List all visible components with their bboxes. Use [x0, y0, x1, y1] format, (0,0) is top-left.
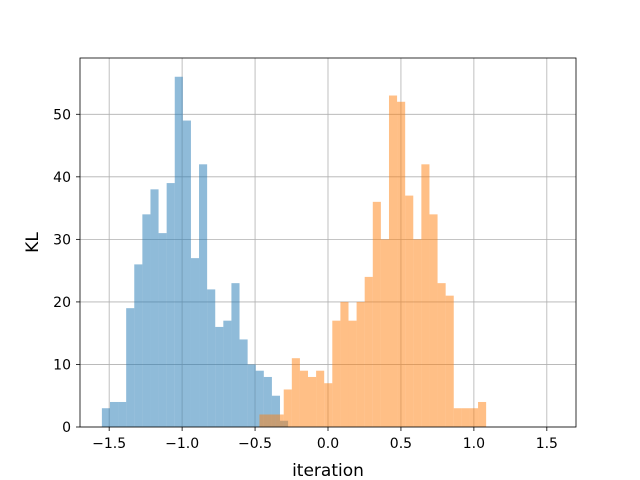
x-axis-ticks: −1.5 −1.0 −0.5 0.0 0.5 1.0 1.5: [92, 427, 558, 452]
x-tick-label: −1.5: [92, 436, 126, 452]
x-tick-label: 0.5: [390, 436, 412, 452]
histogram-bar: [364, 276, 373, 427]
histogram-bar: [239, 339, 248, 427]
x-tick-label: −0.5: [238, 436, 272, 452]
histogram-bar: [348, 320, 357, 427]
histogram-bar: [356, 301, 365, 427]
histogram-bar: [461, 408, 470, 427]
histogram-bar: [207, 289, 216, 427]
histogram-bar: [174, 76, 183, 428]
histogram-bar: [271, 395, 281, 427]
histogram-bar: [324, 383, 333, 427]
histogram-bar: [223, 320, 232, 427]
histogram-bar: [388, 95, 398, 427]
histogram-bar: [332, 320, 341, 427]
histogram-bar: [372, 201, 381, 427]
histogram-bar: [445, 295, 454, 427]
histogram-bar: [478, 401, 487, 427]
x-tick-label: 0.0: [317, 436, 339, 452]
x-tick-label: 1.5: [536, 436, 558, 452]
histogram-bar: [255, 370, 264, 427]
histogram-bar: [299, 370, 309, 427]
y-tick-label: 50: [53, 107, 71, 123]
y-tick-label: 30: [53, 232, 71, 248]
y-tick-label: 10: [53, 357, 71, 373]
y-axis-label: KL: [23, 232, 43, 253]
x-tick-label: −1.0: [165, 436, 199, 452]
bars: [101, 76, 487, 428]
histogram-bar: [437, 283, 446, 427]
histogram-bar: [231, 283, 240, 427]
y-tick-label: 40: [53, 170, 71, 186]
histogram-bar: [190, 258, 200, 427]
histogram-bar: [118, 401, 127, 427]
histogram-bar: [259, 414, 268, 427]
histogram-bar: [316, 370, 325, 427]
histogram-bar: [283, 389, 292, 427]
histogram-bar: [150, 189, 159, 427]
histogram-bar: [134, 264, 143, 427]
histogram-bar: [380, 239, 389, 427]
histogram-bar: [453, 408, 462, 427]
histogram-bar: [166, 183, 175, 427]
histogram-bar: [263, 376, 272, 427]
histogram-bar: [340, 301, 349, 427]
x-tick-label: 1.0: [463, 436, 485, 452]
histogram-bar: [142, 214, 151, 427]
histogram-bar: [275, 414, 284, 427]
histogram-bar: [267, 414, 276, 427]
x-axis-label: iteration: [292, 461, 364, 480]
histogram-bar: [421, 164, 430, 428]
y-axis-ticks: 0 10 20 30 40 50: [53, 107, 80, 436]
histogram-bar: [247, 364, 256, 427]
histogram-bar: [109, 401, 119, 427]
histogram-bar: [101, 408, 110, 427]
histogram-bar: [429, 214, 438, 427]
histogram-bar: [126, 308, 135, 427]
histogram-bar: [215, 326, 224, 427]
histogram-bar: [199, 164, 208, 428]
histogram-bar: [397, 101, 406, 427]
histogram-bar: [158, 233, 167, 427]
y-tick-label: 20: [53, 295, 71, 311]
histogram-bar: [469, 408, 479, 427]
histogram-bar: [291, 358, 300, 427]
histogram-bar: [405, 195, 414, 427]
histogram-bar: [413, 239, 422, 427]
y-tick-label: 0: [62, 420, 71, 436]
histogram-bar: [308, 376, 317, 427]
histogram-bar: [182, 120, 191, 428]
